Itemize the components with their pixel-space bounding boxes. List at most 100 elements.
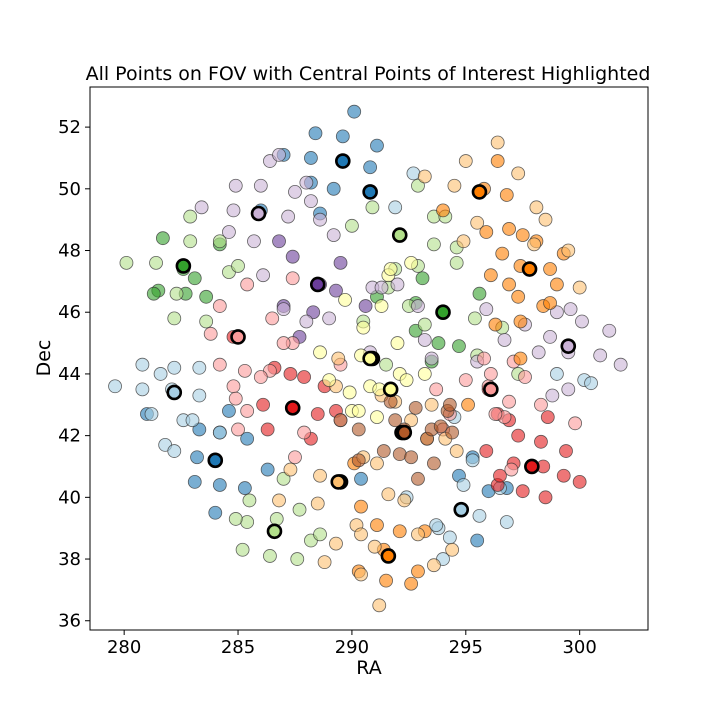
scatter-point bbox=[247, 234, 261, 249]
highlighted-point bbox=[560, 338, 577, 354]
scatter-point bbox=[445, 425, 460, 440]
scatter-point bbox=[354, 499, 368, 514]
scatter-point bbox=[461, 397, 475, 412]
scatter-point bbox=[240, 515, 255, 529]
scatter-point bbox=[203, 326, 218, 341]
scatter-point bbox=[212, 299, 227, 313]
scatter-point bbox=[228, 512, 243, 526]
scatter-point bbox=[240, 404, 255, 418]
scatter-point bbox=[497, 333, 512, 347]
scatter-point bbox=[511, 428, 526, 443]
scatter-point bbox=[424, 397, 439, 412]
scatter-point bbox=[351, 453, 366, 468]
scatter-point bbox=[240, 431, 255, 446]
scatter-point bbox=[313, 527, 327, 542]
highlighted-point bbox=[230, 329, 246, 345]
scatter-point bbox=[456, 478, 471, 492]
scatter-point bbox=[153, 367, 168, 381]
scatter-point bbox=[529, 200, 544, 215]
scatter-point bbox=[442, 530, 457, 545]
scatter-point bbox=[276, 302, 291, 317]
scatter-point bbox=[185, 413, 200, 428]
scatter-point bbox=[192, 360, 207, 375]
scatter-point bbox=[511, 166, 526, 181]
scatter-point bbox=[472, 508, 487, 523]
highlighted-point bbox=[362, 184, 378, 200]
y-axis: 36 38 40 42 44 46 48 50 52 bbox=[58, 117, 90, 632]
scatter-point bbox=[465, 453, 480, 468]
scatter-point bbox=[374, 299, 389, 313]
x-tick-label: 290 bbox=[335, 637, 369, 658]
scatter-point bbox=[228, 178, 243, 193]
scatter-point bbox=[333, 413, 348, 428]
scatter-point bbox=[167, 311, 182, 326]
scatter-point bbox=[135, 357, 150, 372]
scatter-point bbox=[429, 382, 444, 397]
points-layer bbox=[108, 104, 628, 613]
scatter-point bbox=[449, 444, 464, 458]
scatter-point bbox=[370, 518, 384, 533]
scatter-point bbox=[479, 444, 494, 458]
scatter-point bbox=[381, 487, 396, 502]
scatter-point bbox=[342, 385, 357, 400]
scatter-point bbox=[483, 268, 498, 283]
scatter-point bbox=[549, 277, 564, 292]
highlighted-point bbox=[382, 381, 399, 398]
highlighted-point bbox=[284, 400, 301, 416]
scatter-point bbox=[495, 246, 510, 261]
scatter-point bbox=[351, 404, 366, 418]
y-tick-label: 50 bbox=[58, 179, 81, 200]
scatter-point bbox=[404, 255, 419, 270]
y-tick-label: 40 bbox=[58, 487, 81, 508]
scatter-point bbox=[317, 555, 332, 570]
scatter-point bbox=[256, 268, 270, 283]
scatter-point bbox=[388, 413, 403, 428]
scatter-point bbox=[584, 376, 598, 391]
scatter-point bbox=[313, 345, 327, 360]
scatter-point bbox=[483, 367, 498, 381]
scatter-point bbox=[543, 262, 557, 276]
scatter-point bbox=[354, 527, 368, 542]
highlighted-point bbox=[453, 501, 470, 518]
scatter-point bbox=[427, 456, 441, 471]
scatter-point bbox=[427, 237, 441, 252]
scatter-point bbox=[283, 462, 298, 477]
scatter-point bbox=[367, 539, 382, 554]
scatter-point bbox=[326, 228, 341, 242]
scatter-point bbox=[226, 203, 241, 218]
scatter-point bbox=[288, 450, 302, 465]
scatter-point bbox=[513, 351, 528, 366]
plot-frame bbox=[89, 86, 649, 631]
scatter-point bbox=[572, 475, 587, 489]
scatter-point bbox=[231, 422, 245, 437]
scatter-point bbox=[370, 410, 384, 425]
scatter-point bbox=[513, 314, 528, 329]
highlighted-point bbox=[330, 474, 347, 490]
scatter-point bbox=[488, 317, 503, 332]
scatter-point bbox=[379, 357, 393, 372]
scatter-point bbox=[297, 370, 311, 384]
highlighted-point bbox=[166, 384, 183, 401]
scatter-point bbox=[212, 478, 227, 492]
scatter-point bbox=[404, 413, 419, 428]
scatter-point bbox=[561, 382, 576, 397]
scatter-point bbox=[540, 410, 555, 425]
scatter-point bbox=[272, 493, 286, 508]
x-tick-label: 295 bbox=[449, 637, 483, 658]
scatter-point bbox=[242, 493, 257, 508]
scatter-point bbox=[370, 456, 384, 471]
scatter-point bbox=[108, 379, 122, 394]
highlighted-point bbox=[524, 458, 540, 475]
scatter-point bbox=[297, 425, 311, 440]
scatter-point bbox=[199, 314, 214, 329]
scatter-point bbox=[155, 231, 170, 246]
highlighted-point bbox=[175, 258, 192, 274]
scatter-point bbox=[390, 336, 405, 350]
y-tick-label: 44 bbox=[58, 364, 81, 385]
scatter-point bbox=[260, 422, 275, 437]
scatter-point bbox=[374, 280, 389, 295]
scatter-point bbox=[304, 151, 318, 165]
scatter-point bbox=[365, 200, 380, 215]
scatter-point bbox=[237, 363, 252, 378]
scatter-point bbox=[187, 271, 202, 286]
